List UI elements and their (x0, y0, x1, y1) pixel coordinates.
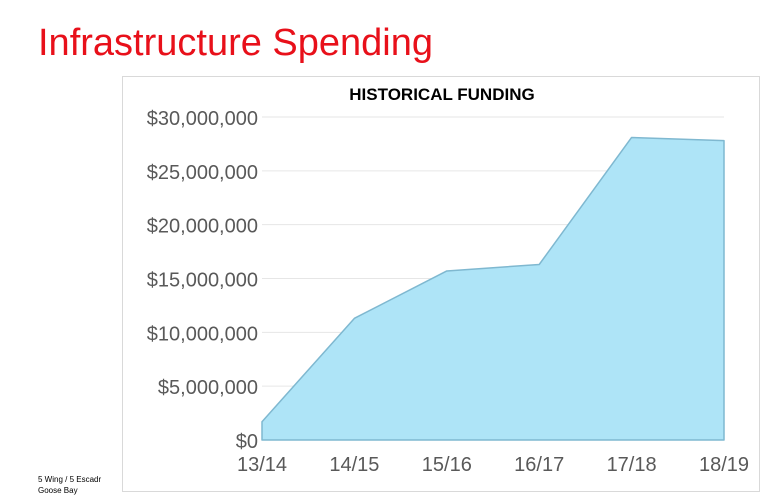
x-tick-label: 13/14 (237, 454, 287, 476)
y-tick-label: $30,000,000 (147, 108, 258, 130)
y-tick-label: $5,000,000 (158, 377, 258, 399)
footer-line-location: Goose Bay (38, 486, 78, 495)
footer-note: 5 Wing / 5 Escadr Goose Bay (38, 474, 101, 496)
x-tick-label: 17/18 (607, 454, 657, 476)
x-tick-label: 18/19 (699, 454, 749, 476)
footer-line-unit: 5 Wing / 5 Escadr (38, 475, 102, 484)
x-axis-ticks: 13/14 14/15 15/16 16/17 17/18 18/19 (237, 454, 749, 476)
plot-area (261, 136, 725, 441)
y-tick-label: $20,000,000 (147, 216, 258, 238)
y-tick-label: $0 (236, 431, 258, 453)
y-axis-ticks: $0 $5,000,000 $10,000,000 $15,000,000 $20,00… (147, 108, 258, 453)
slide-title: Infrastructure Spending (38, 22, 434, 64)
y-tick-label: $15,000,000 (147, 270, 258, 292)
y-tick-label: $25,000,000 (147, 162, 258, 184)
x-tick-label: 16/17 (514, 454, 564, 476)
chart-title: HISTORICAL FUNDING (349, 85, 534, 104)
funding-area (261, 136, 725, 441)
chart-frame (122, 76, 760, 492)
x-tick-label: 15/16 (422, 454, 472, 476)
y-tick-label: $10,000,000 (147, 323, 258, 345)
x-tick-label: 14/15 (329, 454, 379, 476)
